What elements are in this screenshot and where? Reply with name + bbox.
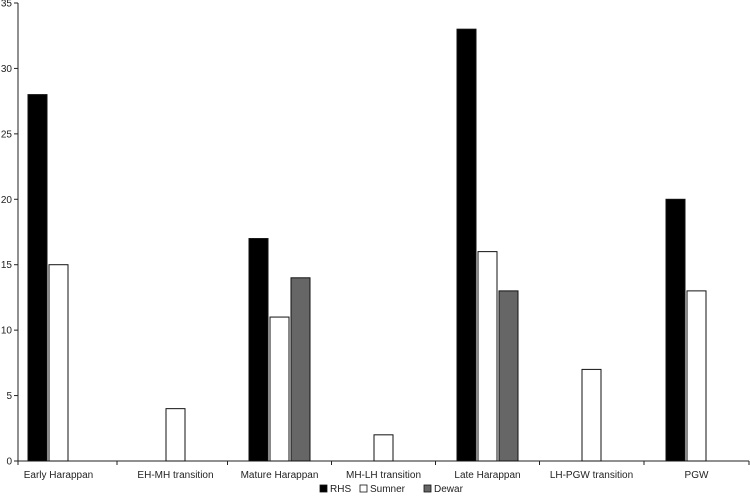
- bar-sumner-1: [165, 408, 186, 462]
- bar-sumner-6: [686, 290, 707, 462]
- bar-dewar-2: [290, 277, 311, 462]
- x-category-label: EH-MH transition: [137, 470, 213, 481]
- x-category-label: MH-LH transition: [346, 470, 421, 481]
- x-category-label: Late Harappan: [454, 470, 520, 481]
- x-category-label: LH-PGW transition: [550, 470, 633, 481]
- bar-sumner-0: [48, 264, 69, 462]
- bar-rhs-2: [248, 238, 269, 462]
- y-tick-label: 15: [1, 260, 13, 271]
- bar-rhs-6: [665, 198, 686, 462]
- y-tick-label: 5: [6, 391, 12, 402]
- bar-sumner-3: [373, 434, 394, 462]
- x-category-label: Early Harappan: [24, 470, 93, 481]
- x-category-label: Mature Harappan: [241, 470, 319, 481]
- bar-rhs-0: [27, 94, 48, 462]
- legend-swatch-sumner: [359, 484, 368, 493]
- x-category-label: PGW: [685, 470, 709, 481]
- legend-label-sumner: Sumner: [370, 484, 406, 495]
- bar-dewar-4: [498, 290, 519, 462]
- legend-label-rhs: RHS: [330, 484, 351, 495]
- bar-sumner-2: [269, 316, 290, 462]
- legend-swatch-rhs: [319, 484, 328, 493]
- bar-rhs-4: [456, 28, 477, 462]
- bar-sumner-5: [581, 368, 602, 462]
- y-tick-label: 10: [1, 326, 13, 337]
- bar-sumner-4: [477, 251, 498, 462]
- legend-swatch-dewar: [423, 484, 432, 493]
- legend-label-dewar: Dewar: [434, 484, 464, 495]
- y-tick-label: 30: [1, 64, 13, 75]
- y-tick-label: 25: [1, 129, 13, 140]
- y-tick-label: 0: [6, 457, 12, 468]
- y-tick-label: 20: [1, 195, 13, 206]
- y-tick-label: 35: [1, 0, 13, 10]
